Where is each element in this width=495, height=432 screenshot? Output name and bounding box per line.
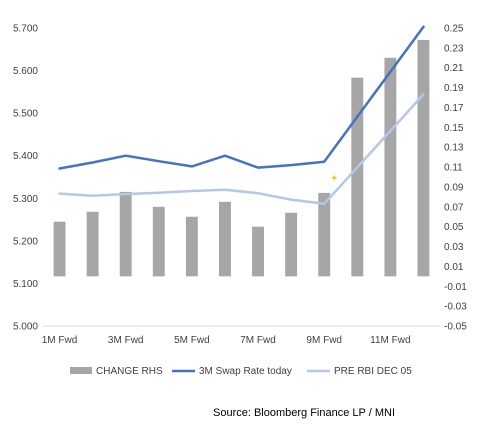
bar [417,39,430,277]
bar [252,226,264,277]
x-axis-tick-label: 3M Fwd [108,335,144,346]
series-line-3m-swap [58,25,425,170]
legend-label: PRE RBI DEC 05 [334,366,412,377]
legend-swatch-bar [70,367,92,374]
source-note: Source: Bloomberg Finance LP / MNI [213,407,395,419]
right-axis-tick-label: -0.05 [444,322,467,333]
right-axis-tick-label: 0.09 [444,182,464,193]
right-axis-tick-label: -0.03 [444,302,467,313]
right-axis-tick-label: 0.25 [444,24,464,35]
chart: 5.000 5.100 5.200 5.300 5.400 5.500 5.600 5.700… [13,24,467,378]
bar [318,192,331,277]
left-axis-tick-label: 5.400 [13,151,38,162]
x-axis-tick-label: 1M Fwd [42,335,78,346]
marker-point: ✦ [330,174,338,184]
legend-label: 3M Swap Rate today [199,366,292,377]
bar [53,221,66,277]
right-axis-tick-label: 0.21 [444,63,464,74]
bar [285,212,298,277]
left-axis-tick-label: 5.700 [13,24,38,35]
left-axis-tick-label: 5.000 [13,322,38,333]
left-axis-tick-label: 5.600 [13,66,38,77]
right-axis-tick-label: 0.13 [444,143,464,154]
right-axis-tick-label: 0.05 [444,222,464,233]
right-axis-tick-label: 0.11 [444,163,463,174]
right-axis-tick-label: 0.19 [444,83,464,94]
right-axis-tick-label: 0.01 [444,262,464,273]
left-axis-tick-label: 5.200 [13,236,38,247]
right-axis-tick-label: 0.17 [444,103,464,114]
bar [351,77,364,277]
bar [86,211,99,277]
legend-label: CHANGE RHS [96,366,163,377]
bar [384,57,397,277]
bar [219,201,231,277]
x-axis-tick-label: 9M Fwd [306,335,342,346]
right-axis-tick-label: 0.15 [444,123,464,134]
bar [152,206,165,277]
right-axis-tick-label: 0.03 [444,242,464,253]
right-axis-tick-label: -0.01 [444,282,467,293]
left-axis-tick-label: 5.500 [13,109,38,120]
left-axis-tick-label: 5.100 [13,279,38,290]
series-line-pre-rbi [58,93,425,206]
bar [119,191,132,277]
x-axis-tick-label: 7M Fwd [240,335,276,346]
x-axis-tick-label: 11M Fwd [370,335,410,346]
right-axis-tick-label: 0.23 [444,43,464,54]
left-axis-tick-label: 5.300 [13,194,38,205]
right-axis-tick-label: 0.07 [444,202,464,213]
x-axis-tick-label: 5M Fwd [174,335,210,346]
bar [185,216,198,277]
